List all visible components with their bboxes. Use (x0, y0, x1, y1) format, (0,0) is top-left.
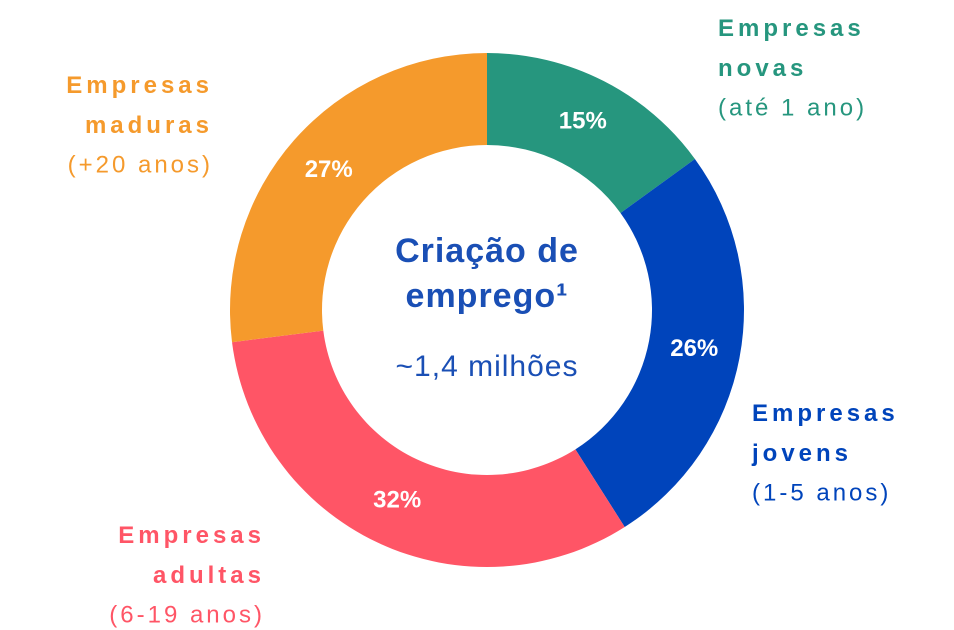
category-note: (até 1 ano) (718, 94, 867, 121)
value-label: 15% (559, 107, 607, 134)
value-label: 32% (373, 486, 421, 513)
category-label: Empresas adultas (118, 522, 265, 589)
donut-segment (575, 158, 744, 527)
category-label: Empresas novas (718, 15, 865, 82)
value-label: 26% (670, 335, 718, 362)
center-title: Criação de emprego¹ (395, 232, 579, 315)
donut-segment (487, 53, 695, 214)
category-label: Empresas maduras (66, 72, 213, 139)
donut-segment (229, 53, 487, 343)
donut-segment (232, 330, 625, 567)
category-note: (1-5 anos) (752, 479, 891, 506)
category-label: Empresas jovens (751, 400, 899, 467)
category-note: (+20 anos) (68, 151, 213, 178)
category-note: (6-19 anos) (109, 601, 265, 628)
value-label: 27% (305, 156, 353, 183)
center-subtitle: ~1,4 milhões (396, 350, 579, 383)
